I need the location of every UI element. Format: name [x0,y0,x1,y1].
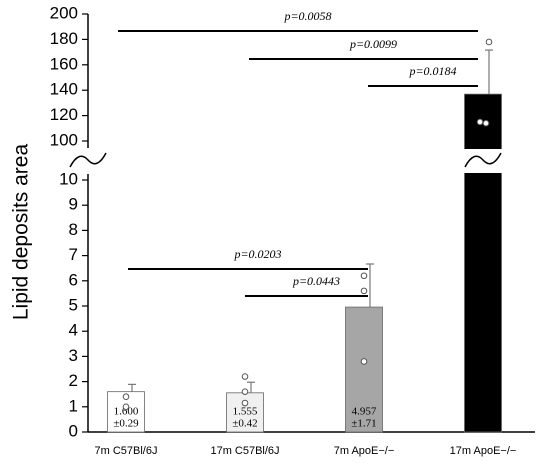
error-label: ±0.42 [232,418,257,430]
y-tick-label: 200 [50,3,78,22]
x-tick-label: 7m ApoE−/− [334,445,395,457]
y-tick-label: 5 [69,295,78,314]
y-tick-label: 180 [50,29,78,48]
data-point [122,403,130,411]
y-tick-label: 160 [50,54,78,73]
data-point [485,38,493,46]
y-tick-label: 120 [50,105,78,124]
value-label: 136.9 [471,406,496,418]
value-label: 1.600 [114,406,139,418]
p-value: p=0.0058 [283,9,331,23]
data-point [241,388,249,395]
data-point [360,287,368,295]
p-value: p=0.0443 [292,274,340,288]
x-tick-label: 7m C57Bl/6J [95,445,158,457]
break-mark [69,152,107,168]
value-label: 4.957 [352,406,377,418]
x-tick-label: 17m ApoE−/− [450,445,517,457]
y-tick-label: 10 [59,169,78,188]
y-tick-label: 100 [50,130,78,149]
p-value: p=0.0099 [349,37,397,51]
x-tick-label: 17m C57Bl/6J [210,445,279,457]
y-axis-label: Lipid deposits area [10,144,33,321]
data-point [476,118,484,126]
y-tick-label: 2 [69,371,78,390]
data-point [241,399,249,407]
data-point [122,393,130,401]
p-value: p=0.0203 [233,247,281,261]
bar [345,306,383,433]
data-point [241,373,249,380]
bar [464,93,502,433]
error-label: ±34.7 [470,418,496,430]
y-tick-label: 9 [69,195,78,214]
y-tick-label: 8 [69,220,78,239]
y-tick-label: 1 [69,396,78,415]
data-point [482,119,490,127]
error-label: ±0.29 [113,418,139,430]
y-tick-label: 6 [69,270,78,289]
value-label: 1.555 [233,406,258,418]
y-tick-label: 0 [69,421,78,440]
y-tick-label: 140 [50,80,78,99]
data-point [360,358,368,365]
data-point [360,272,368,280]
break-gap [60,149,530,173]
break-mark [464,152,502,168]
y-tick-label: 3 [69,346,78,365]
error-label: ±1.71 [351,418,376,430]
y-tick-label: 4 [69,321,78,340]
y-tick-label: 7 [69,245,78,264]
p-value: p=0.0184 [408,64,456,78]
